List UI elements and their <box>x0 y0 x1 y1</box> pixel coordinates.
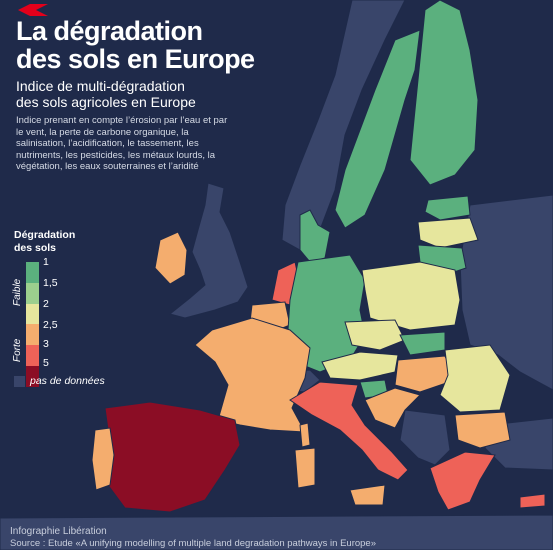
region-hungary <box>394 355 456 393</box>
legend-tick: 5 <box>43 357 49 369</box>
legend-color-scale <box>26 262 39 387</box>
legend-swatch <box>26 345 39 366</box>
legend-tick: 1 <box>43 256 49 268</box>
legend-swatch <box>26 282 39 304</box>
region-romania <box>439 344 511 413</box>
region-ireland <box>154 231 188 285</box>
legend-swatch <box>26 365 39 387</box>
region-estonia <box>424 195 471 221</box>
legend-low-label: Faible <box>12 278 23 306</box>
legend-swatch <box>26 324 39 346</box>
region-sardinia <box>294 447 316 489</box>
region-croatia <box>364 387 421 429</box>
legend-title-line-2: des sols <box>14 242 57 254</box>
region-slovakia <box>399 331 446 356</box>
region-sweden <box>334 29 421 229</box>
legend-high-label: Forte <box>12 338 23 362</box>
legend-title: Dégradation des sols <box>14 229 75 255</box>
subtitle: Indice de multi-dégradation des sols agr… <box>16 78 196 110</box>
credit: Infographie Libération <box>10 526 107 537</box>
region-north-africa <box>0 514 553 550</box>
region-poland <box>361 261 461 331</box>
region-denmark <box>299 209 331 263</box>
region-spain <box>104 401 241 513</box>
region-latvia <box>417 217 479 249</box>
subtitle-line-2: des sols agricoles en Europe <box>16 94 196 110</box>
title-line-2: des sols en Europe <box>16 44 255 74</box>
subtitle-line-1: Indice de multi-dégradation <box>16 78 185 94</box>
region-sicily <box>349 484 386 506</box>
legend-tick: 3 <box>43 338 49 350</box>
region-belarus-ukraine <box>459 194 553 391</box>
region-austria <box>321 351 399 381</box>
no-data-swatch <box>14 376 25 387</box>
legend-tick: 2 <box>43 298 49 310</box>
source: Source : Etude «A unifying modelling of … <box>10 538 376 549</box>
region-corsica <box>299 422 311 448</box>
region-czechia <box>344 319 406 351</box>
region-finland <box>409 0 479 186</box>
region-united-kingdom <box>168 182 249 319</box>
legend-swatch <box>26 303 39 325</box>
region-portugal <box>91 427 115 491</box>
region-cyprus <box>519 493 546 509</box>
title-line-1: La dégradation <box>16 16 203 46</box>
legend-tick: 2,5 <box>43 319 58 331</box>
liberation-logo-icon <box>18 4 48 16</box>
region-greece <box>429 451 496 511</box>
region-bulgaria <box>454 411 511 449</box>
region-balkans <box>399 409 451 466</box>
page-title: La dégradation des sols en Europe <box>16 17 255 73</box>
region-italy <box>289 381 409 481</box>
region-france <box>194 317 311 433</box>
description: Indice prenant en compte l’érosion par l… <box>16 115 228 173</box>
legend-title-line-1: Dégradation <box>14 229 76 241</box>
legend-swatch <box>26 262 39 283</box>
legend-tick: 1,5 <box>43 277 58 289</box>
no-data-label: pas de données <box>30 375 105 387</box>
